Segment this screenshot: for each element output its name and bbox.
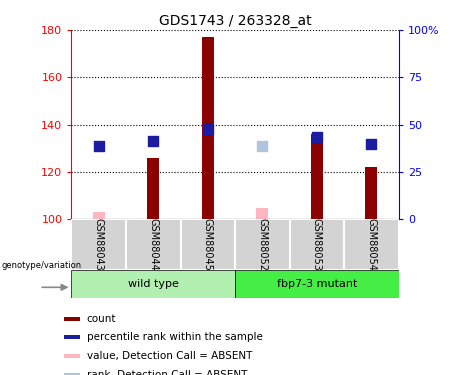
Text: wild type: wild type [128,279,179,289]
Point [368,141,375,147]
Bar [181,219,235,270]
Bar [366,167,378,219]
Point [204,126,212,132]
Text: fbp7-3 mutant: fbp7-3 mutant [277,279,357,289]
Point [95,143,102,149]
Bar [64,335,81,339]
Bar [64,316,81,321]
Bar [126,219,181,270]
Bar [235,270,399,298]
Bar [202,37,214,219]
Bar [256,207,268,219]
Text: GSM88043: GSM88043 [94,218,104,271]
Bar [64,373,81,375]
Bar [311,134,323,219]
Point [149,138,157,144]
Text: genotype/variation: genotype/variation [1,261,82,270]
Text: GSM88053: GSM88053 [312,218,322,271]
Point [259,143,266,149]
Text: GSM88045: GSM88045 [203,218,213,271]
Text: count: count [87,314,116,324]
Bar [344,219,399,270]
Text: GSM88052: GSM88052 [257,218,267,271]
Text: value, Detection Call = ABSENT: value, Detection Call = ABSENT [87,351,252,361]
Text: GSM88054: GSM88054 [366,218,377,271]
Bar [93,212,105,219]
Title: GDS1743 / 263328_at: GDS1743 / 263328_at [159,13,312,28]
Text: rank, Detection Call = ABSENT: rank, Detection Call = ABSENT [87,370,247,375]
Bar [235,219,290,270]
Bar [71,270,235,298]
Text: percentile rank within the sample: percentile rank within the sample [87,332,262,342]
Bar [147,158,160,219]
Text: GSM88044: GSM88044 [148,218,158,271]
Bar [64,354,81,358]
Bar [290,219,344,270]
Point [313,134,321,140]
Bar [71,219,126,270]
